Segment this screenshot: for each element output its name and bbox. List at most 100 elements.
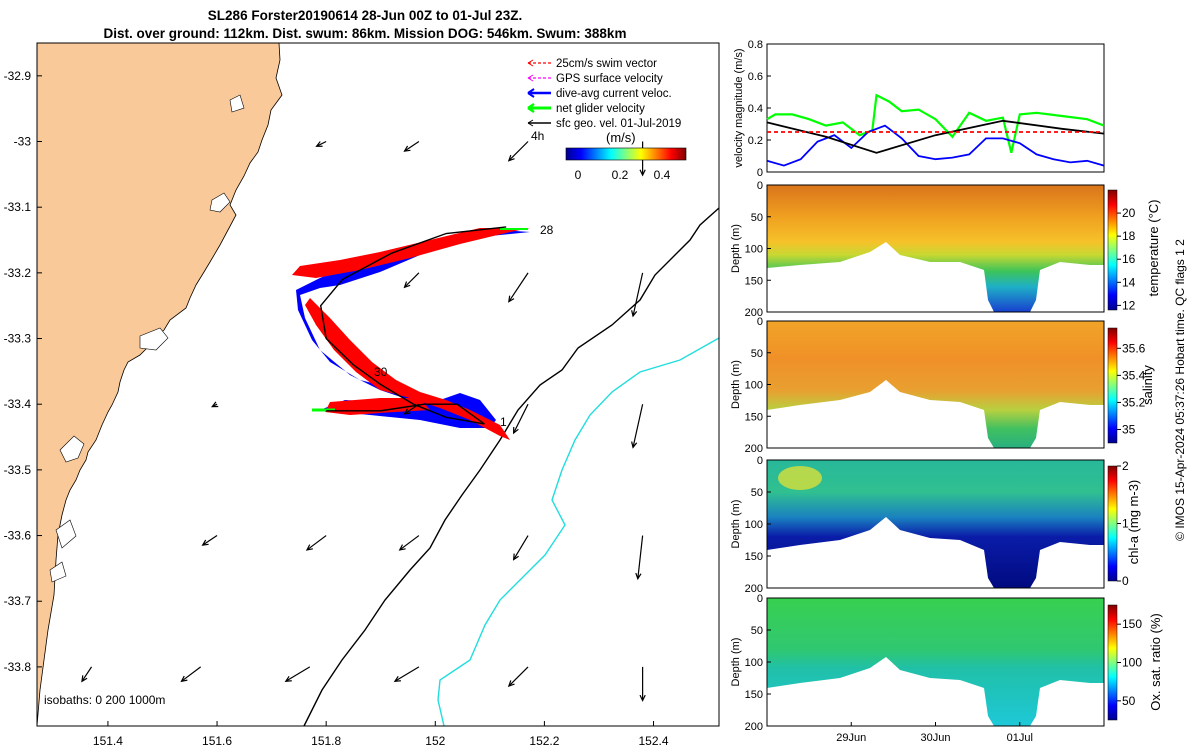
colorbar-tick-label: 1 [1122,517,1129,531]
oxygen-field [767,598,1104,726]
geo-vector-shaft [404,403,420,415]
map-legend: 25cm/s swim vector GPS surface velocity … [527,58,681,130]
chl-colorbar-label: chl-a (mg m-3) [1126,480,1141,565]
time-interval-label: 4h [531,129,544,143]
depth-tick-label: 150 [745,275,763,287]
salinity-field [767,321,1104,448]
geo-vector-arrow [507,141,529,162]
figure-title: SL286 Forster20190614 28-Jun 00Z to 01-J… [207,8,523,23]
geo-vector-shaft [316,140,327,147]
lagoon [209,192,231,213]
map-x-tick-label: 152.4 [639,734,669,748]
geo-vector-shaft [508,141,529,162]
geo-vector-head [81,675,88,683]
geo-vector-arrow [403,141,420,152]
geo-vector-arrow [508,272,529,303]
lagoon [55,519,77,549]
chl-colorbar [1107,465,1118,582]
geo-vector-shaft [399,535,420,551]
depth-axis-label: Depth (m) [730,500,742,549]
velocity-frame [766,43,1105,173]
geo-vector-arrow [398,535,420,551]
salinity-colorbar [1107,327,1118,444]
geo-vector-head [631,310,638,318]
velocity-panel: 0 0.2 0.4 0.6 0.8 velocity magnitude (m/s) [733,39,1105,179]
oxygen-colorbar-label: Ox. sat. ratio (%) [1148,613,1163,711]
geo-vector-head [639,694,646,702]
depth-tick-label: 0 [757,316,763,328]
salinity-section: salinity [766,320,1155,449]
geo-vector-shaft [513,403,529,434]
geo-vector-arrow [81,666,93,683]
swim-vector-band [292,228,530,278]
geo-vector-head [512,553,519,561]
geo-vector-arrow [512,535,529,561]
colorbar-tick-label: 2 [1122,459,1129,473]
speed-colorbar-tick: 0.4 [654,168,671,182]
colorbar-tick-label: 35.6 [1122,341,1146,355]
depth-tick-label: 100 [745,380,763,392]
lagoon [49,561,67,583]
geo-vector-shaft [202,535,218,546]
colorbar-tick-label: 35.2 [1122,395,1146,409]
geo-vector-shaft [637,535,644,579]
temperature-colorbar [1107,189,1118,311]
map-y-tick-label: -33.8 [4,660,32,674]
map-y-tick-label: -33.4 [4,397,32,411]
depth-tick-label: 0 [757,180,763,192]
colorbar-tick-label: 0 [1122,574,1129,588]
map-x-tick-label: 151.6 [202,734,232,748]
map-y-tick-label: -33.3 [4,332,32,346]
chl-maximum-patch [778,466,822,490]
geo-vector-arrow [403,272,420,289]
depth-tick-label: 100 [745,519,763,531]
colorbar-tick-label: 12 [1122,298,1136,312]
geo-vector-shaft [81,666,93,682]
velocity-series-line [766,93,1105,154]
velocity-series-line [766,119,1105,154]
map-y-tick-label: -33.2 [4,266,32,280]
speed-colorbar-title: (m/s) [606,130,636,145]
legend-arrow [527,102,535,114]
geo-vector-shaft [285,666,311,682]
geo-vector-arrow [631,272,644,318]
map-y-tick-label: -33.6 [4,529,32,543]
legend-label-swim: 25cm/s swim vector [556,58,657,70]
oxygen-colorbar [1107,604,1118,721]
geo-vector-shaft [632,404,644,448]
depth-tick-label: 50 [751,212,763,224]
depth-tick-label: 100 [745,657,763,669]
map-y-tick-label: -33.7 [4,594,32,608]
legend-label-current: dive-avg current veloc. [556,88,672,100]
geo-vector-shaft [181,666,202,682]
geo-vector-arrow [201,535,218,546]
depth-tick-label: 100 [745,244,763,256]
geo-vector-arrow [513,403,529,435]
velocity-y-tick-label: 0.8 [748,39,763,51]
speed-colorbar-tick: 0 [575,168,582,182]
isobaths-legend: isobaths: 0 200 1000m [44,693,165,707]
velocity-series-line [766,124,1105,167]
depth-tick-label: 200 [745,307,763,319]
oxygen-section: Ox. sat. ratio (%) [766,597,1163,727]
colorbar-tick-label: 16 [1122,252,1136,266]
depth-tick-label: 50 [751,487,763,499]
geo-vector-shaft [404,272,420,288]
depth-tick-label: 150 [745,411,763,423]
day-label-28: 28 [540,223,554,237]
geo-velocity-vectors [81,140,646,702]
geo-vector-arrow [635,535,644,581]
glider-track [319,226,507,425]
colorbar-tick-label: 35.4 [1122,368,1146,382]
date-tick-label: 30Jun [921,732,951,744]
geo-vector-arrow [180,666,202,683]
depth-tick-label: 0 [757,593,763,605]
colorbar-tick-label: 50 [1122,694,1136,708]
lagoon [139,327,169,351]
geo-vector-head [284,675,292,683]
colorbar-tick-label: 14 [1122,275,1136,289]
map-y-tick-label: -33.5 [4,463,32,477]
geo-vector-arrow [284,666,311,683]
figure-subtitle: Dist. over ground: 112km. Dist. swum: 86… [103,26,627,41]
temperature-field [767,185,1104,312]
